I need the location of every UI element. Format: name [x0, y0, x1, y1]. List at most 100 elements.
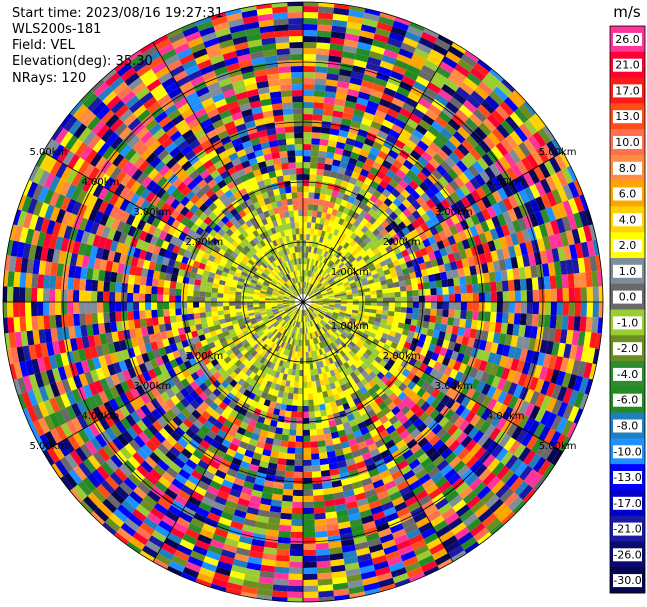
range-gate: [307, 210, 313, 217]
range-gate: [279, 319, 285, 325]
range-gate: [315, 180, 323, 188]
range-gate: [280, 347, 286, 355]
range-gate: [496, 343, 505, 356]
range-gate: [209, 459, 221, 470]
range-gate: [362, 576, 379, 586]
range-gate: [175, 391, 185, 402]
range-gate: [210, 425, 221, 435]
range-gate: [388, 444, 399, 455]
range-gate: [428, 450, 441, 463]
range-gate: [559, 436, 571, 452]
range-gate: [303, 168, 310, 175]
range-gate: [318, 596, 335, 602]
range-gate: [176, 411, 187, 423]
range-gate: [470, 319, 478, 330]
range-gate: [299, 333, 302, 340]
range-gate: [338, 378, 345, 386]
range-gate: [456, 352, 465, 363]
range-gate: [291, 313, 296, 319]
range-gate: [308, 321, 311, 328]
range-gate: [91, 488, 107, 503]
range-gate: [97, 447, 111, 462]
range-gate: [163, 287, 170, 295]
range-gate: [150, 507, 165, 521]
range-gate: [324, 402, 332, 410]
range-gate: [308, 314, 312, 321]
range-gate: [391, 321, 399, 328]
range-gate: [132, 302, 140, 311]
range-gate: [315, 422, 323, 430]
range-gate: [338, 391, 346, 400]
range-gate: [209, 539, 225, 550]
range-gate: [433, 345, 442, 355]
range-gate: [460, 468, 475, 482]
range-gate: [192, 449, 204, 460]
range-gate: [379, 533, 394, 544]
range-gate: [383, 328, 391, 335]
range-gate: [523, 417, 535, 432]
range-gate: [185, 403, 196, 414]
range-gate: [284, 477, 294, 484]
range-gate: [131, 508, 147, 523]
range-gate: [414, 407, 425, 418]
range-gate: [304, 309, 306, 316]
range-gate: [226, 468, 238, 478]
range-gate: [221, 379, 230, 389]
range-gate: [298, 321, 301, 328]
range-gate: [314, 78, 327, 86]
range-gate: [313, 310, 319, 316]
range-gate: [377, 444, 388, 454]
range-gate: [452, 460, 466, 473]
range-gate: [292, 489, 303, 496]
range-gate: [458, 362, 468, 374]
range-gate: [217, 367, 226, 376]
range-gate: [513, 313, 521, 325]
range-gate: [273, 115, 284, 123]
range-gate: [477, 485, 492, 500]
range-gate: [523, 468, 538, 485]
range-gate: [37, 274, 45, 289]
range-gate: [96, 465, 110, 480]
range-gate: [277, 536, 291, 544]
range-gate: [418, 522, 433, 534]
range-gate: [67, 314, 75, 327]
range-gate: [303, 567, 318, 574]
range-gate: [222, 396, 232, 406]
range-gate: [453, 317, 461, 327]
range-gate: [367, 335, 375, 342]
range-gate: [332, 324, 339, 330]
range-gate: [339, 350, 346, 357]
range-gate: [381, 406, 392, 416]
range-gate: [303, 579, 318, 586]
range-gate: [230, 387, 239, 396]
range-gate: [559, 357, 570, 373]
range-gate: [358, 327, 366, 333]
range-gate: [357, 310, 365, 315]
range-gate: [270, 318, 277, 323]
range-gate: [294, 375, 300, 382]
range-gate: [372, 367, 381, 376]
range-gate: [141, 477, 155, 491]
range-gate: [418, 302, 425, 309]
range-gate: [325, 511, 338, 519]
range-gate: [254, 446, 264, 455]
range-gate: [357, 440, 368, 450]
range-gate: [265, 474, 276, 482]
range-gate: [125, 414, 137, 427]
range-gate: [239, 355, 247, 363]
range-gate: [440, 447, 453, 460]
range-gate: [165, 434, 178, 447]
range-gate: [545, 412, 557, 429]
range-gate: [464, 410, 476, 424]
range-gate: [387, 315, 394, 322]
range-gate: [248, 364, 256, 372]
range-gate: [280, 90, 293, 98]
range-gate: [573, 375, 584, 392]
range-gate: [550, 369, 560, 385]
range-gate: [283, 335, 288, 343]
range-gate: [392, 361, 401, 371]
range-gate: [481, 513, 497, 528]
range-gate: [235, 503, 249, 513]
range-gate: [200, 475, 213, 486]
range-gate: [211, 311, 219, 317]
